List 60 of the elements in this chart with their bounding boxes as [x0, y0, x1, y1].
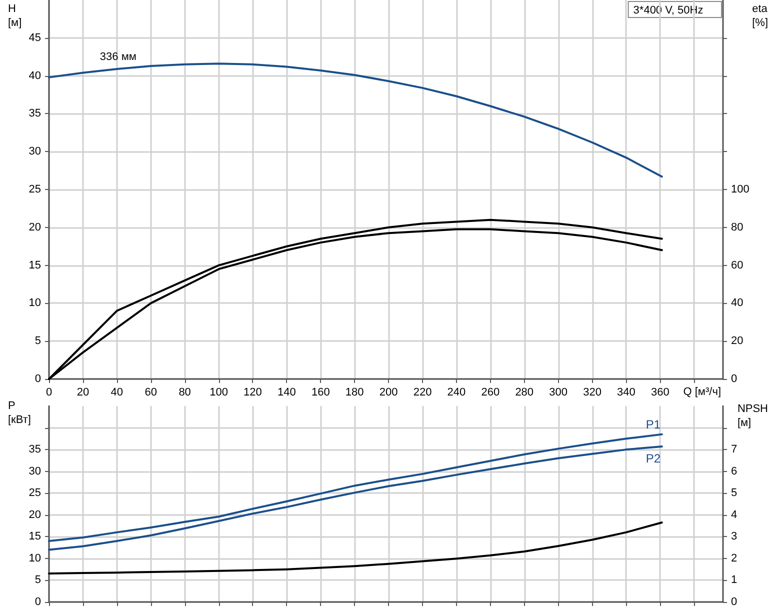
y-tick-label: 20 [28, 221, 41, 234]
y2-tick-label: 0 [731, 373, 738, 385]
y-tick-label: 25 [28, 184, 41, 196]
x-tick-label: 320 [583, 386, 602, 398]
y2-tick-label: 0 [731, 596, 738, 608]
x-tick-label: 80 [178, 386, 191, 398]
y2-tick-label: 1 [731, 574, 738, 586]
y2-tick-label: 80 [731, 221, 744, 234]
y-tick-label: 10 [28, 552, 41, 564]
x-tick-label: 300 [549, 386, 568, 398]
y-axis-title: P [кВт] [8, 400, 31, 426]
x-axis-title: Q [м³/ч] [683, 386, 722, 398]
y-tick-label: 45 [28, 32, 41, 44]
series-label: P2 [646, 452, 661, 466]
y-tick-label: 30 [28, 465, 41, 478]
y-tick-label: 10 [28, 297, 41, 310]
x-tick-label: 280 [515, 386, 534, 398]
y2-tick-label: 2 [731, 552, 738, 564]
y-tick-label: 5 [34, 574, 41, 586]
x-tick-label: 340 [617, 386, 636, 398]
x-tick-label: 160 [311, 386, 330, 398]
x-tick-label: 260 [481, 386, 500, 398]
y2-tick-label: 60 [731, 259, 744, 272]
annotation: 336 мм [100, 51, 136, 64]
y2-tick-label: 3 [731, 530, 738, 543]
y-tick-label: 20 [28, 508, 41, 521]
x-tick-label: 40 [110, 386, 124, 398]
y2-tick-label: 100 [731, 184, 750, 196]
x-tick-label: 0 [46, 386, 52, 398]
x-tick-label: 220 [413, 386, 432, 398]
x-tick-label: 180 [345, 386, 364, 398]
x-tick-label: 100 [210, 386, 228, 398]
y-tick-label: 40 [28, 70, 41, 82]
y-tick-label: 25 [28, 487, 41, 500]
annotation: 3*400 V, 50Hz [633, 4, 704, 16]
y-tick-label: 30 [28, 146, 41, 158]
x-tick-label: 20 [76, 386, 90, 398]
y-tick-label: 15 [28, 530, 41, 543]
x-tick-label: 120 [244, 386, 262, 398]
x-tick-label: 200 [379, 386, 398, 398]
y2-tick-label: 7 [731, 444, 738, 456]
y-tick-label: 0 [34, 373, 41, 385]
x-tick-label: 360 [651, 386, 670, 398]
x-tick-label: 240 [447, 386, 466, 398]
x-tick-label: 140 [278, 386, 296, 398]
y-axis-title: H [м] [8, 3, 22, 29]
y-tick-label: 5 [34, 335, 41, 348]
y2-tick-label: 20 [731, 335, 744, 348]
y2-tick-label: 40 [731, 297, 744, 310]
y2-tick-label: 4 [731, 508, 738, 521]
y-tick-label: 35 [28, 108, 41, 120]
y-tick-label: 0 [34, 596, 41, 608]
series-label: P1 [646, 417, 661, 432]
y-tick-label: 35 [28, 444, 41, 456]
y2-axis-title: eta [%] [752, 3, 768, 29]
y-tick-label: 15 [28, 259, 41, 272]
y2-axis-title: NPSH [м] [737, 403, 768, 429]
x-tick-label: 60 [144, 386, 157, 398]
y2-tick-label: 5 [731, 487, 738, 500]
y2-tick-label: 6 [731, 465, 738, 478]
